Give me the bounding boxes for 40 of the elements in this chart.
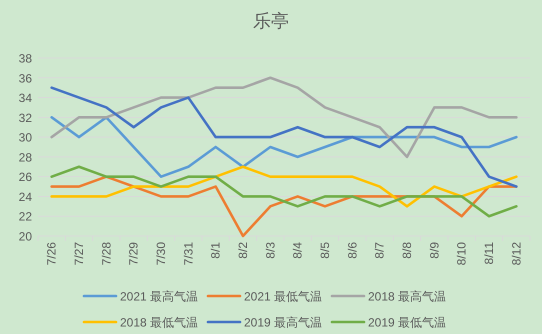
y-tick-label: 22 bbox=[18, 210, 32, 224]
x-tick-label: 8/1 bbox=[208, 242, 223, 259]
legend-label: 2021 最低气温 bbox=[244, 290, 322, 304]
chart-title: 乐亭 bbox=[253, 11, 289, 31]
x-tick-label: 7/29 bbox=[126, 242, 141, 266]
x-tick-label: 7/31 bbox=[181, 242, 196, 266]
x-tick-label: 8/5 bbox=[318, 242, 332, 259]
line-series bbox=[50, 165, 518, 208]
x-tick-label: 8/4 bbox=[290, 242, 305, 259]
x-tick-label: 8/12 bbox=[509, 242, 524, 266]
legend-label: 2019 最高气温 bbox=[244, 316, 322, 330]
y-tick-label: 38 bbox=[18, 52, 32, 66]
y-tick-label: 20 bbox=[18, 230, 32, 244]
x-tick-label: 7/28 bbox=[99, 242, 114, 266]
x-tick-label: 8/8 bbox=[400, 242, 414, 259]
line-series bbox=[50, 116, 518, 178]
x-tick-label: 8/10 bbox=[454, 242, 469, 266]
legend-label: 2018 最低气温 bbox=[120, 316, 198, 330]
legend-label: 2018 最高气温 bbox=[368, 290, 446, 304]
x-tick-label: 7/30 bbox=[154, 242, 168, 266]
legend-label: 2021 最高气温 bbox=[120, 290, 198, 304]
x-tick-label: 8/9 bbox=[427, 242, 442, 259]
x-tick-label: 8/11 bbox=[482, 242, 496, 264]
x-tick-label: 8/3 bbox=[263, 242, 278, 259]
legend-label: 2019 最低气温 bbox=[368, 316, 446, 330]
y-tick-label: 26 bbox=[18, 170, 32, 184]
x-tick-label: 7/27 bbox=[72, 242, 86, 266]
x-tick-label: 8/2 bbox=[236, 242, 250, 259]
y-tick-label: 36 bbox=[18, 71, 32, 86]
line-series bbox=[50, 165, 518, 218]
y-tick-label: 24 bbox=[18, 190, 32, 204]
line-series bbox=[50, 76, 518, 158]
y-tick-label: 32 bbox=[18, 110, 32, 125]
y-tick-label: 30 bbox=[18, 130, 32, 145]
x-tick-label: 8/7 bbox=[372, 242, 387, 259]
x-tick-label: 7/26 bbox=[44, 242, 59, 266]
line-series bbox=[50, 86, 518, 188]
y-tick-label: 34 bbox=[18, 91, 32, 106]
x-tick-label: 8/6 bbox=[345, 242, 360, 259]
y-tick-label: 28 bbox=[18, 150, 32, 164]
